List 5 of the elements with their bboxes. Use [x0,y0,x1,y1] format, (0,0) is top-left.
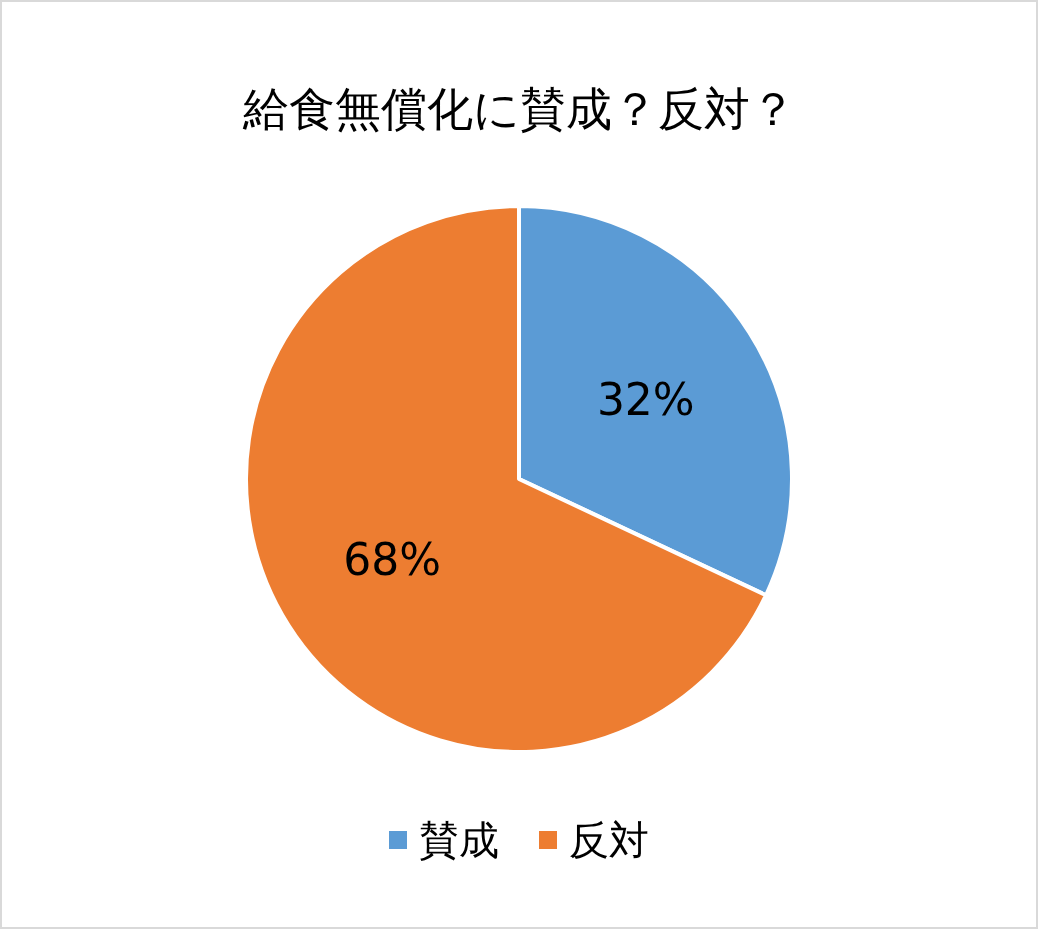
legend-label: 反対 [569,817,649,863]
data-label: 68% [343,534,442,586]
chart-title: 給食無償化に賛成？反対？ [241,82,796,136]
legend-label: 賛成 [419,817,499,863]
data-label: 32% [596,373,695,425]
